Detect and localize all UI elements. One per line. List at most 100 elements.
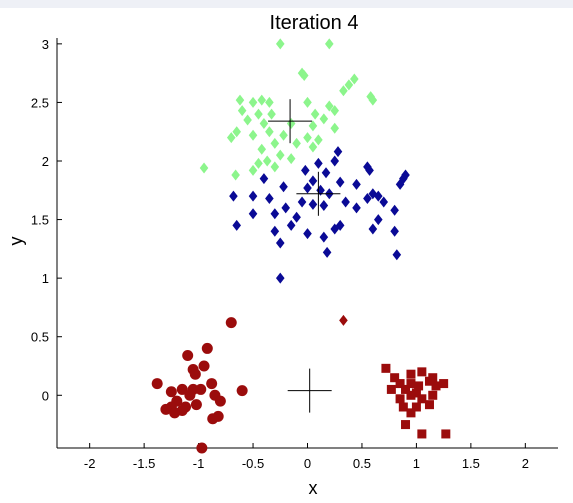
data-point-diamond xyxy=(308,198,318,210)
data-point-square xyxy=(395,379,405,389)
y-tick-label: 0 xyxy=(42,388,49,403)
data-point-diamond xyxy=(248,190,258,202)
data-point-diamond xyxy=(308,175,318,187)
data-point-diamond xyxy=(270,225,280,237)
data-point-diamond xyxy=(299,69,309,81)
data-point-square xyxy=(441,429,451,439)
data-point-diamond xyxy=(319,200,329,212)
data-point-diamond xyxy=(237,105,247,117)
data-point-diamond xyxy=(279,181,288,193)
data-point-diamond xyxy=(333,146,343,158)
data-point-diamond xyxy=(199,162,209,174)
data-point-square xyxy=(401,384,411,394)
data-point-square xyxy=(406,390,416,400)
data-point-diamond xyxy=(257,94,267,106)
centroid-markers xyxy=(268,99,341,413)
window-top-band xyxy=(0,0,573,8)
data-point-square xyxy=(417,394,427,404)
data-point-diamond xyxy=(319,231,329,243)
data-point-diamond xyxy=(368,223,378,235)
chart-title: Iteration 4 xyxy=(270,12,359,34)
data-points xyxy=(151,38,451,454)
data-point-diamond xyxy=(232,126,241,138)
data-point-circle xyxy=(207,413,219,425)
data-point-diamond xyxy=(232,219,241,231)
x-tick-label: 0 xyxy=(304,456,311,471)
data-point-square xyxy=(414,381,424,391)
data-point-circle xyxy=(160,403,172,415)
data-point-diamond xyxy=(292,137,301,149)
data-point-diamond xyxy=(248,129,258,141)
data-point-diamond xyxy=(286,219,296,231)
data-point-diamond xyxy=(392,249,402,261)
data-point-circle xyxy=(190,399,202,411)
y-axis-label: y xyxy=(6,237,26,246)
data-point-diamond xyxy=(229,190,238,202)
data-point-diamond xyxy=(270,161,280,173)
y-tick-label: 3 xyxy=(42,37,49,52)
data-point-diamond xyxy=(248,96,258,108)
data-point-diamond xyxy=(286,153,296,165)
data-point-square xyxy=(424,376,434,386)
data-point-circle xyxy=(165,386,177,398)
data-point-diamond xyxy=(363,161,372,173)
data-point-diamond xyxy=(324,100,334,112)
data-point-diamond xyxy=(303,228,312,240)
data-point-diamond xyxy=(270,137,280,149)
data-point-circle xyxy=(206,378,218,390)
data-point-diamond xyxy=(279,129,288,141)
data-point-diamond xyxy=(352,178,361,190)
data-point-circle xyxy=(184,389,196,401)
data-point-circle xyxy=(201,342,213,354)
x-tick-label: 0.5 xyxy=(353,456,371,471)
data-point-circle xyxy=(195,383,207,395)
data-point-diamond xyxy=(379,196,389,208)
data-point-diamond xyxy=(344,79,354,91)
data-point-diamond xyxy=(275,272,285,284)
data-point-diamond xyxy=(270,208,280,220)
data-point-square xyxy=(428,390,438,400)
data-point-square xyxy=(398,402,408,412)
data-point-square xyxy=(401,420,411,430)
y-tick-label: 0.5 xyxy=(31,330,49,345)
data-point-diamond xyxy=(322,246,332,258)
data-point-diamond xyxy=(330,223,340,235)
data-point-diamond xyxy=(275,237,285,249)
data-point-diamond xyxy=(341,196,350,208)
data-point-square xyxy=(390,373,400,383)
data-point-diamond xyxy=(226,132,236,144)
data-point-diamond xyxy=(303,182,312,194)
data-point-diamond xyxy=(330,122,340,134)
data-point-circle xyxy=(196,442,208,454)
data-point-circle xyxy=(214,395,226,407)
data-point-diamond xyxy=(248,208,258,220)
data-point-diamond xyxy=(390,225,399,237)
y-tick-label: 2.5 xyxy=(31,95,49,110)
data-point-diamond xyxy=(368,94,378,106)
data-point-diamond xyxy=(303,132,312,144)
data-point-circle xyxy=(198,360,210,372)
data-point-diamond xyxy=(310,108,320,120)
data-point-square xyxy=(411,402,421,412)
data-point-diamond xyxy=(366,91,375,103)
data-point-diamond xyxy=(292,211,301,223)
y-tick-label: 2 xyxy=(42,154,49,169)
data-point-diamond xyxy=(297,196,307,208)
data-point-diamond xyxy=(308,120,318,132)
data-point-diamond xyxy=(254,108,263,120)
y-tick-label: 1.5 xyxy=(31,213,49,228)
data-point-square xyxy=(381,363,391,373)
x-tick-label: 2 xyxy=(522,456,529,471)
data-point-diamond xyxy=(339,85,348,97)
y-tick-label: 1 xyxy=(42,271,49,286)
data-point-diamond xyxy=(374,190,383,202)
data-point-diamond xyxy=(352,202,361,214)
data-point-square xyxy=(406,379,416,389)
data-point-diamond xyxy=(301,164,310,176)
data-point-diamond xyxy=(330,155,340,167)
data-point-diamond xyxy=(243,114,252,126)
data-point-diamond xyxy=(390,204,399,216)
y-ticks: 0 0.5 1 1.5 2 2.5 3 xyxy=(31,37,62,403)
